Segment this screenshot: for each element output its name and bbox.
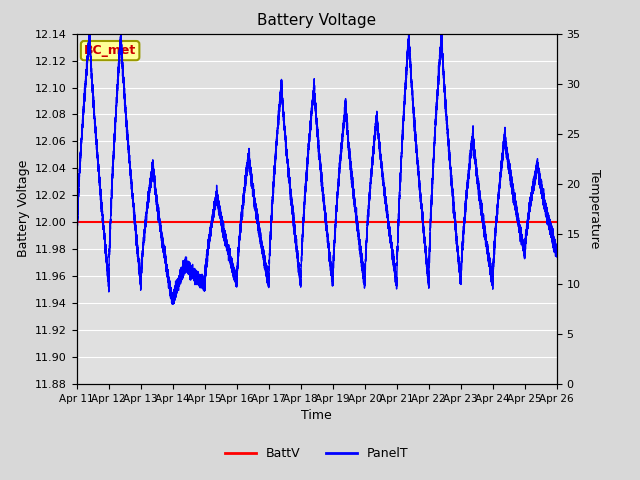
Y-axis label: Temperature: Temperature: [589, 169, 602, 249]
Legend: BattV, PanelT: BattV, PanelT: [220, 443, 413, 465]
X-axis label: Time: Time: [301, 409, 332, 422]
Text: BC_met: BC_met: [84, 44, 136, 57]
Y-axis label: Battery Voltage: Battery Voltage: [17, 160, 29, 257]
Title: Battery Voltage: Battery Voltage: [257, 13, 376, 28]
